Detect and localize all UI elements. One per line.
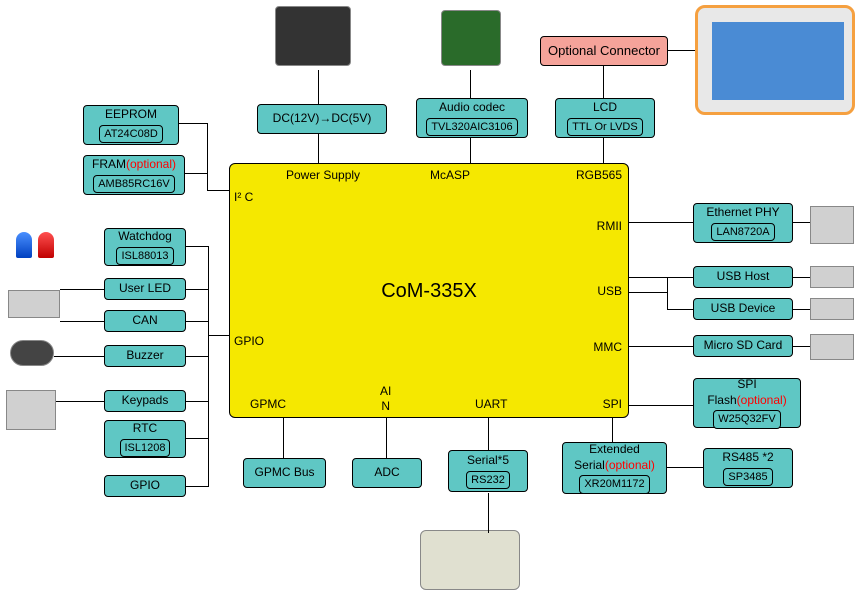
port-uart: UART bbox=[475, 397, 507, 413]
can-connector-image bbox=[8, 290, 60, 318]
port-rgb565: RGB565 bbox=[576, 168, 622, 184]
serial5-sub: RS232 bbox=[466, 471, 510, 489]
eth-title: Ethernet PHY bbox=[706, 205, 779, 221]
eth-sub: LAN8720A bbox=[711, 223, 774, 241]
port-usb: USB bbox=[597, 284, 622, 300]
db9-image bbox=[420, 530, 520, 590]
fram-block: FRAM(optional) AMB85RC16V bbox=[83, 155, 185, 195]
port-power: Power Supply bbox=[286, 168, 360, 184]
port-gpmc: GPMC bbox=[250, 397, 286, 413]
audio-sub: TVL320AIC3106 bbox=[426, 118, 517, 136]
port-mmc: MMC bbox=[593, 340, 622, 356]
lcd-block: LCD TTL Or LVDS bbox=[555, 98, 655, 138]
led-red-image bbox=[38, 232, 54, 258]
adc-block: ADC bbox=[352, 458, 422, 488]
keypads-title: Keypads bbox=[122, 393, 169, 409]
can-title: CAN bbox=[132, 313, 157, 329]
serial5-block: Serial*5 RS232 bbox=[448, 450, 528, 492]
keypads-block: Keypads bbox=[104, 390, 186, 412]
usb-device-block: USB Device bbox=[693, 298, 793, 320]
rtc-sub: ISL1208 bbox=[120, 439, 171, 457]
lcd-sub: TTL Or LVDS bbox=[567, 118, 642, 136]
eeprom-sub: AT24C08D bbox=[99, 125, 163, 143]
watchdog-block: Watchdog ISL88013 bbox=[104, 228, 186, 266]
dc-block: DC(12V)→DC(5V) bbox=[257, 104, 387, 134]
rs485-title: RS485 *2 bbox=[722, 450, 773, 466]
ext-serial-block: ExtendedSerial(optional) XR20M1172 bbox=[562, 442, 667, 494]
buzzer-block: Buzzer bbox=[104, 345, 186, 367]
port-ain: AI N bbox=[380, 384, 391, 415]
dc-title: DC(12V)→DC(5V) bbox=[273, 111, 372, 127]
gpmc-bus-title: GPMC Bus bbox=[254, 465, 314, 481]
audio-jack-image bbox=[441, 10, 501, 66]
usb-host-title: USB Host bbox=[717, 269, 770, 285]
ext-serial-sub: XR20M1172 bbox=[579, 475, 649, 493]
spiflash-title: SPIFlash(optional) bbox=[707, 377, 786, 408]
userled-title: User LED bbox=[119, 281, 171, 297]
watchdog-sub: ISL88013 bbox=[116, 247, 173, 265]
optional-connector-title: Optional Connector bbox=[548, 43, 660, 60]
rtc-title: RTC bbox=[133, 421, 157, 437]
usb-host-image bbox=[810, 266, 854, 288]
gpio-block: GPIO bbox=[104, 475, 186, 497]
usb-device-image bbox=[810, 298, 854, 320]
port-mcasp: McASP bbox=[430, 168, 470, 184]
rs485-sub: SP3485 bbox=[723, 468, 772, 486]
spiflash-sub: W25Q32FV bbox=[713, 410, 780, 428]
fram-sub: AMB85RC16V bbox=[93, 175, 175, 193]
usb-host-block: USB Host bbox=[693, 266, 793, 288]
port-spi: SPI bbox=[603, 397, 622, 413]
fram-title: FRAM(optional) bbox=[92, 157, 176, 173]
buzzer-image bbox=[10, 340, 54, 366]
ext-serial-title: ExtendedSerial(optional) bbox=[574, 442, 655, 473]
rtc-block: RTC ISL1208 bbox=[104, 420, 186, 458]
port-rmii: RMII bbox=[597, 219, 622, 235]
cpu-block: CoM-335X I² C Power Supply McASP RGB565 … bbox=[229, 163, 629, 418]
eth-block: Ethernet PHY LAN8720A bbox=[693, 203, 793, 243]
eeprom-title: EEPROM bbox=[105, 107, 157, 123]
serial5-title: Serial*5 bbox=[467, 453, 509, 469]
buzzer-title: Buzzer bbox=[126, 348, 163, 364]
microsd-title: Micro SD Card bbox=[704, 338, 783, 354]
microsd-block: Micro SD Card bbox=[693, 335, 793, 357]
gpmc-bus-block: GPMC Bus bbox=[243, 458, 326, 488]
adc-title: ADC bbox=[374, 465, 399, 481]
gpio-title: GPIO bbox=[130, 478, 160, 494]
port-i2c: I² C bbox=[234, 190, 253, 206]
keypad-switch-image bbox=[6, 390, 56, 430]
spiflash-block: SPIFlash(optional) W25Q32FV bbox=[693, 378, 801, 428]
can-block: CAN bbox=[104, 310, 186, 332]
eeprom-block: EEPROM AT24C08D bbox=[83, 105, 179, 145]
optional-connector-block: Optional Connector bbox=[540, 36, 668, 66]
rs485-block: RS485 *2 SP3485 bbox=[703, 448, 793, 488]
led-blue-image bbox=[16, 232, 32, 258]
microsd-image bbox=[810, 334, 854, 360]
cpu-title: CoM-335X bbox=[381, 278, 477, 304]
lcd-monitor-image bbox=[695, 5, 855, 115]
audio-title: Audio codec bbox=[439, 100, 505, 116]
port-gpio: GPIO bbox=[234, 334, 264, 350]
audio-block: Audio codec TVL320AIC3106 bbox=[416, 98, 528, 138]
watchdog-title: Watchdog bbox=[118, 229, 172, 245]
userled-block: User LED bbox=[104, 278, 186, 300]
power-adapter-image bbox=[275, 6, 351, 66]
usb-device-title: USB Device bbox=[711, 301, 776, 317]
lcd-title: LCD bbox=[593, 100, 617, 116]
rj45-image bbox=[810, 206, 854, 244]
